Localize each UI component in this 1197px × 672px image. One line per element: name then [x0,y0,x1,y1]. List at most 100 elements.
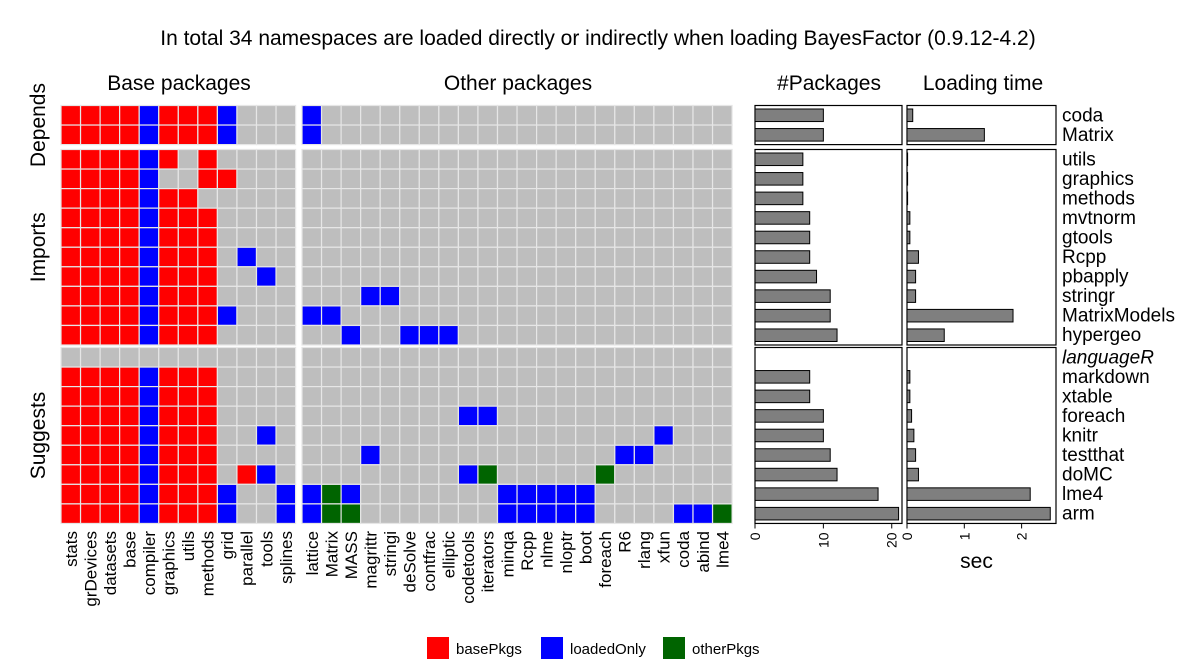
time-bar [906,230,911,245]
time-bar [906,487,1031,501]
heatmap-cell [672,425,694,446]
heatmap-cell [594,285,616,307]
heatmap-cell [653,148,675,170]
heatmap-cell [79,405,101,427]
heatmap-cell [516,305,538,327]
heatmap-cell [477,285,499,307]
heatmap-cell [275,168,297,190]
heatmap-cell [555,503,577,525]
heatmap-cell [197,503,219,525]
heatmap-cell [360,266,381,287]
heatmap-cell [301,305,323,327]
heatmap-cell [418,386,440,407]
heatmap-cell [496,405,518,427]
heatmap-cell [236,503,258,525]
heatmap-cell [477,168,499,190]
heatmap-cell [575,246,596,268]
column-label: parallel [238,531,257,586]
column-label: nloptr [557,531,576,574]
heatmap-cell [119,503,140,525]
heatmap-cell [496,104,518,126]
heatmap-cell [301,444,323,466]
heatmap-cell [197,227,219,248]
heatmap-cell [216,464,238,485]
heatmap-cell [399,168,420,190]
column-label: coda [674,530,693,567]
heatmap-cell [216,148,238,170]
heatmap-cell [555,366,577,388]
count-bar [754,289,831,303]
heatmap-cell [653,386,675,407]
heatmap-cell [535,188,557,209]
column-label: magrittr [361,531,380,589]
heatmap-cell [711,246,733,268]
heatmap-cell [594,207,616,229]
heatmap-cell [672,266,694,287]
heatmap-cell [340,305,362,327]
heatmap-cell [379,168,401,190]
heatmap-cell [516,386,538,407]
heatmap-cell [320,324,342,346]
heatmap-cell [711,386,733,407]
heatmap-cell [477,444,499,466]
heatmap-cell [477,346,499,368]
heatmap-cell [477,464,499,485]
heatmap-cell [255,405,277,427]
heatmap-cell [301,405,323,427]
heatmap-cell [438,188,460,209]
heatmap-cell [79,483,101,505]
heatmap-cell [275,483,297,505]
heatmap-cell [340,386,362,407]
heatmap-cell [340,483,362,505]
heatmap-cell [653,246,675,268]
row-label: markdown [1062,367,1150,388]
heatmap-cell [275,425,297,446]
row-label: graphics [1062,169,1134,190]
heatmap-cell [275,464,297,485]
heatmap-cell [516,104,538,126]
heatmap-cell [158,266,179,287]
heatmap-cell [275,188,297,209]
heatmap-cell [496,246,518,268]
heatmap-cell [340,324,362,346]
heatmap-cell [653,188,675,209]
heatmap-cell [216,444,238,466]
heatmap-cell [672,285,694,307]
heatmap-cell [438,444,460,466]
count-bar [754,389,811,404]
row-label: knitr [1062,425,1099,446]
heatmap-cell [138,324,160,346]
heatmap-cell [138,305,160,327]
heatmap-cell [438,386,460,407]
heatmap-cell [138,366,160,388]
row-label: testthat [1062,445,1125,466]
heatmap-cell [438,346,460,368]
heatmap-cell [633,285,655,307]
heatmap-cell [216,266,238,287]
heatmap-cell [614,324,635,346]
heatmap-cell [692,483,714,505]
heatmap-cell [360,104,381,126]
heatmap-cell [301,124,323,146]
heatmap-cell [275,346,297,368]
heatmap-cell [255,227,277,248]
heatmap-cell [340,246,362,268]
heatmap-cell [575,405,596,427]
heatmap-cell [692,207,714,229]
heatmap-cell [692,227,714,248]
heatmap-cell [138,444,160,466]
heatmap-cell [320,503,342,525]
heatmap-cell [320,124,342,146]
heatmap-cell [216,207,238,229]
count-bar [754,308,831,323]
heatmap-cell [99,168,121,190]
heatmap-cell [457,285,479,307]
heatmap-cell [496,148,518,170]
row-label: hypergeo [1062,325,1141,346]
row-label: languageR [1062,347,1154,368]
heatmap-cell [555,346,577,368]
heatmap-cell [496,386,518,407]
time-bar [906,308,1014,323]
heatmap-cell [158,124,179,146]
heatmap-cell [255,346,277,368]
